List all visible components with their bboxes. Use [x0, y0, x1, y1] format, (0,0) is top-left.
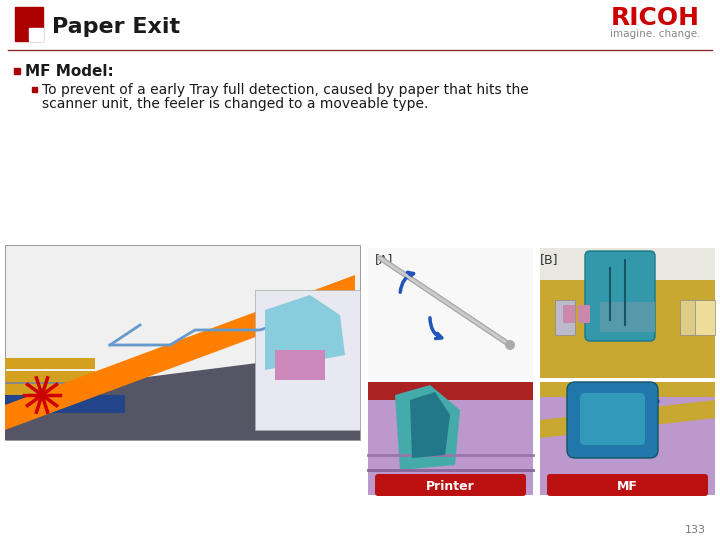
Text: MF: MF: [616, 481, 637, 494]
Bar: [5, 358, 95, 369]
Bar: [368, 382, 533, 495]
Text: Printer: Printer: [426, 481, 474, 494]
Bar: [540, 248, 715, 378]
Polygon shape: [395, 385, 460, 470]
Bar: [14, 68, 20, 74]
Bar: [368, 248, 533, 378]
Text: 133: 133: [685, 525, 706, 535]
Text: [A]: [A]: [375, 253, 393, 266]
Bar: [368, 382, 533, 495]
FancyBboxPatch shape: [375, 474, 526, 496]
FancyBboxPatch shape: [547, 474, 708, 496]
Bar: [5, 245, 360, 440]
Bar: [32, 87, 37, 92]
Bar: [540, 280, 715, 378]
Text: To prevent of a early Tray full detection, caused by paper that hits the: To prevent of a early Tray full detectio…: [42, 83, 528, 97]
Text: Paper Exit: Paper Exit: [52, 17, 180, 37]
Text: RICOH: RICOH: [611, 6, 700, 30]
FancyBboxPatch shape: [585, 251, 655, 341]
Polygon shape: [410, 392, 450, 458]
Bar: [5, 380, 360, 440]
FancyBboxPatch shape: [580, 393, 645, 445]
Bar: [540, 382, 715, 495]
Text: [B]: [B]: [540, 253, 559, 266]
Bar: [15, 7, 43, 41]
Bar: [563, 305, 575, 323]
Circle shape: [505, 340, 515, 350]
Bar: [255, 290, 360, 430]
Bar: [680, 300, 700, 335]
FancyBboxPatch shape: [567, 382, 658, 458]
Bar: [695, 300, 715, 335]
Bar: [540, 382, 715, 495]
Text: scanner unit, the feeler is changed to a moveable type.: scanner unit, the feeler is changed to a…: [42, 97, 428, 111]
Bar: [5, 371, 95, 382]
Polygon shape: [540, 400, 715, 438]
Bar: [5, 395, 125, 413]
Polygon shape: [5, 275, 355, 430]
Bar: [540, 382, 715, 397]
Bar: [600, 302, 655, 332]
Text: MF Model:: MF Model:: [25, 64, 114, 79]
Text: imagine. change.: imagine. change.: [610, 29, 700, 39]
Bar: [578, 305, 590, 323]
Bar: [275, 350, 325, 380]
Polygon shape: [265, 295, 345, 370]
Polygon shape: [5, 350, 360, 440]
Bar: [368, 382, 533, 400]
Bar: [5, 384, 95, 395]
Bar: [555, 300, 575, 335]
Bar: [29, 28, 43, 41]
